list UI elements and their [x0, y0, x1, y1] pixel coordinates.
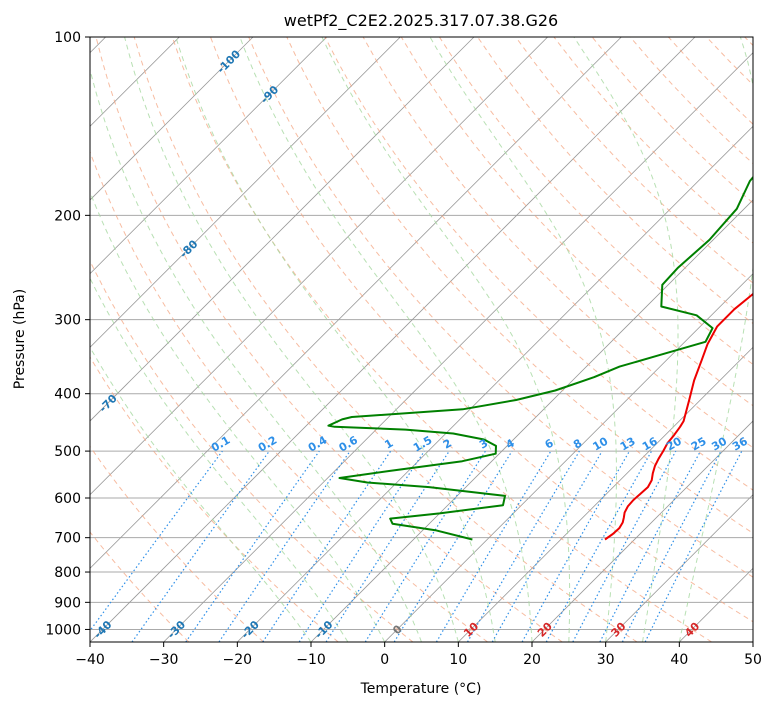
dry-adiabat-line [90, 150, 488, 642]
y-tick-label: 900 [54, 595, 81, 611]
moist-adiabat-line [239, 37, 533, 642]
y-tick-label: 700 [54, 531, 81, 547]
mixing-ratio-line [262, 450, 392, 642]
mixing-ratio-line [325, 450, 450, 642]
isotherm-line [163, 52, 753, 642]
x-tick-label: 10 [449, 652, 467, 668]
dry-adiabat-line [90, 259, 414, 642]
x-tick-label: −20 [223, 652, 253, 668]
moist-adiabat-line [90, 277, 349, 642]
isotherm-line [237, 125, 753, 642]
isotherm-line [531, 420, 753, 642]
dry-adiabat-line [90, 531, 190, 642]
dry-adiabat-line [286, 37, 753, 534]
isotherm-line [90, 37, 401, 348]
x-tick-label: 30 [597, 652, 615, 668]
x-tick-label: 20 [523, 652, 541, 668]
x-tick-label: 40 [670, 652, 688, 668]
mixing-ratio-line [298, 450, 425, 642]
moist-adiabat-line [175, 37, 496, 642]
dry-adiabat-line [171, 37, 712, 642]
dry-adiabat-line [400, 37, 753, 407]
dry-adiabat-line [515, 37, 753, 284]
mixing-ratio-line [185, 450, 320, 642]
x-tick-label: 50 [744, 652, 762, 668]
isotherm-line [384, 273, 753, 642]
isotherm-line [605, 494, 753, 642]
dry-adiabat-line [248, 37, 753, 578]
moist-adiabat-line [90, 190, 386, 642]
moist-adiabat-line [90, 346, 312, 642]
isotherm-line [90, 37, 254, 201]
dry-adiabat-line [210, 37, 753, 623]
plot-frame [89, 36, 754, 643]
y-tick-label: 200 [54, 208, 81, 224]
y-tick-label: 1000 [45, 622, 81, 638]
mixing-ratio-line [572, 450, 677, 642]
isotherm-line [90, 37, 548, 496]
dry-adiabat-line [95, 37, 563, 642]
mixing-ratio-line [131, 450, 270, 642]
dewpoint-profile-line [327, 175, 753, 541]
y-tick-label: 800 [54, 565, 81, 581]
y-tick-label: 100 [54, 30, 81, 46]
plot-background [90, 37, 753, 642]
y-axis: 100 200 300 400 500 600 700 800 900 1000 [45, 30, 90, 638]
x-tick-label: −10 [296, 652, 326, 668]
isotherm-line [90, 37, 475, 422]
y-tick-label: 300 [54, 313, 81, 329]
x-tick-label: 0 [380, 652, 389, 668]
moist-adiabat-line [90, 67, 422, 642]
moist-adiabat-line [321, 37, 571, 642]
moist-adiabat-line [573, 37, 679, 642]
x-tick-label: −30 [149, 652, 179, 668]
temperature-profile-line [604, 292, 753, 541]
mixing-ratio-line [545, 450, 653, 642]
mixing-ratio-line [644, 450, 743, 642]
profile-lines [327, 175, 753, 541]
moist-adiabat-line [124, 37, 459, 642]
dry-adiabat-line [438, 37, 753, 366]
dry-adiabat-line [90, 356, 339, 642]
isotherm-line [90, 37, 622, 569]
moist-adiabat-line [429, 37, 617, 642]
mixing-ratio-line [218, 450, 351, 642]
y-axis-label: Pressure (hPa) [12, 289, 28, 389]
mixing-ratio-line [521, 450, 631, 642]
isotherm-line [458, 346, 753, 642]
x-tick-label: −40 [75, 652, 105, 668]
isotherm-line [90, 37, 327, 275]
isotherm-line [90, 37, 696, 642]
y-tick-label: 500 [54, 444, 81, 460]
x-axis-label: Temperature (°C) [360, 681, 482, 697]
y-tick-label: 400 [54, 387, 81, 403]
mixing-ratio-line [90, 450, 223, 632]
dry-adiabat-line [90, 445, 264, 642]
chart-title: wetPf2_C2E2.2025.317.07.38.G26 [284, 11, 558, 31]
x-axis: −40 −30 −20 −10 0 10 20 30 40 50 [75, 642, 762, 668]
y-tick-label: 600 [54, 491, 81, 507]
